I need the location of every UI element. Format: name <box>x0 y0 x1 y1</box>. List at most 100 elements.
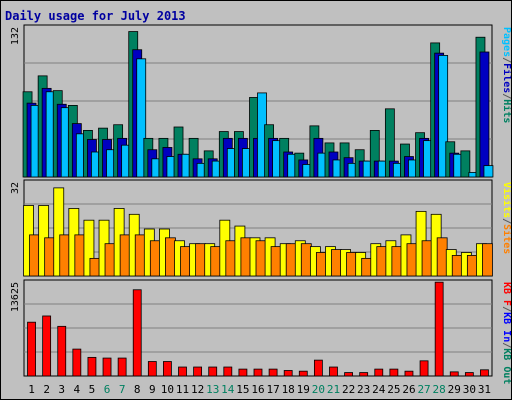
x-tick-label: 28 <box>433 383 446 396</box>
bar-kb-f-day-13 <box>208 366 218 377</box>
bar-sites-day-28 <box>436 237 448 277</box>
bar-sites-day-15 <box>240 237 252 277</box>
bar-kb-f-day-9 <box>147 361 157 377</box>
bar-kb-f-day-21 <box>329 366 338 377</box>
bar-kb-f-day-2 <box>42 315 52 377</box>
panel-mid: 32 Visits/Sites <box>10 179 512 277</box>
panel-mid-legend: Visits/Sites <box>501 182 511 254</box>
legend-entry: KB F <box>501 282 511 306</box>
bar-sites-day-23 <box>361 257 373 277</box>
x-tick-label: 10 <box>161 383 174 396</box>
legend-entry: / <box>501 93 511 99</box>
bar-kb-f-day-20 <box>313 359 323 377</box>
x-tick-label: 4 <box>74 383 81 396</box>
bar-sites-day-12 <box>195 243 207 277</box>
bar-kb-f-day-29 <box>449 371 459 377</box>
legend-entry: KB In <box>501 312 511 342</box>
bar-kb-f-day-4 <box>72 348 82 377</box>
bar-sites-day-18 <box>285 243 297 277</box>
x-tick-label: 5 <box>89 383 96 396</box>
x-tick-label: 23 <box>357 383 370 396</box>
bar-kb-f-day-15 <box>238 368 248 377</box>
x-tick-label: 27 <box>417 383 430 396</box>
x-tick-label: 16 <box>251 383 264 396</box>
panel-top: 132 Pages/Files/Hits <box>10 24 512 178</box>
x-tick-label: 3 <box>58 383 65 396</box>
panel-bot-ymax-label: 13625 <box>10 282 21 312</box>
bar-sites-day-6 <box>104 243 116 277</box>
x-tick-label: 9 <box>149 383 156 396</box>
legend-entry: / <box>501 218 511 224</box>
bar-sites-day-30 <box>466 255 478 277</box>
bar-kb-f-day-6 <box>102 357 112 377</box>
bar-sites-day-29 <box>451 255 463 277</box>
x-tick-label: 21 <box>327 383 340 396</box>
bar-kb-f-day-8 <box>132 289 142 377</box>
bar-sites-day-8 <box>134 234 146 277</box>
bar-sites-day-31 <box>482 243 493 277</box>
x-tick-label: 6 <box>104 383 111 396</box>
bar-kb-f-day-31 <box>480 369 489 377</box>
bar-sites-day-22 <box>346 252 357 277</box>
panel-top-ymax-label: 132 <box>10 27 21 45</box>
legend-entry: KB Out <box>501 348 511 384</box>
x-tick-label: 20 <box>312 383 325 396</box>
bar-visits-day-3 <box>53 187 65 277</box>
x-tick-label: 12 <box>191 383 204 396</box>
bar-sites-day-9 <box>149 240 161 277</box>
bar-kb-f-day-7 <box>117 357 127 377</box>
legend-entry: / <box>501 306 511 312</box>
bar-hits-day-30 <box>460 150 471 178</box>
x-tick-label: 30 <box>463 383 476 396</box>
bar-sites-day-1 <box>29 234 40 277</box>
bar-kb-f-day-14 <box>223 366 233 377</box>
bar-kb-f-day-27 <box>419 360 429 377</box>
panel-mid-ymax-label: 32 <box>10 182 21 194</box>
x-tick-label: 11 <box>176 383 189 396</box>
bar-kb-f-day-22 <box>344 372 353 377</box>
bar-kb-f-day-18 <box>283 370 293 377</box>
legend-entry: Visits <box>501 182 511 218</box>
bar-sites-day-24 <box>376 246 388 277</box>
bar-kb-f-day-28 <box>434 281 444 377</box>
x-tick-label: 15 <box>236 383 249 396</box>
bar-visits-day-5 <box>83 219 95 277</box>
x-tick-label: 24 <box>372 383 386 396</box>
legend-entry: / <box>501 342 511 348</box>
legend-entry: Pages <box>501 27 511 57</box>
bar-sites-day-25 <box>391 246 403 277</box>
bar-kb-f-day-19 <box>298 370 308 377</box>
bar-kb-f-day-25 <box>389 368 399 377</box>
x-tick-label: 18 <box>282 383 295 396</box>
bar-kb-f-day-17 <box>268 368 278 377</box>
bar-kb-f-day-23 <box>359 372 369 377</box>
bar-sites-day-7 <box>119 234 131 277</box>
bar-kb-f-day-1 <box>27 321 36 377</box>
bar-sites-day-5 <box>89 257 101 277</box>
x-tick-label: 2 <box>43 383 50 396</box>
bar-pages-day-28 <box>438 55 449 178</box>
bar-sites-day-2 <box>44 237 56 277</box>
bar-kb-f-day-5 <box>87 356 97 377</box>
bar-sites-day-27 <box>421 240 433 277</box>
x-tick-label: 25 <box>387 383 400 396</box>
bar-sites-day-20 <box>315 252 327 277</box>
x-tick-label: 8 <box>134 383 141 396</box>
legend-entry: Sites <box>501 224 511 254</box>
bar-sites-day-21 <box>331 249 342 277</box>
bar-sites-day-3 <box>59 234 71 277</box>
bar-sites-day-13 <box>210 246 222 277</box>
bar-kb-f-day-11 <box>178 366 187 377</box>
bar-kb-f-day-12 <box>193 366 203 377</box>
bar-kb-f-day-10 <box>163 361 172 377</box>
x-tick-label: 31 <box>478 383 491 396</box>
x-tick-label: 22 <box>342 383 355 396</box>
panel-top-legend: Pages/Files/Hits <box>501 27 511 123</box>
x-tick-label: 13 <box>206 383 219 396</box>
x-tick-label: 1 <box>28 383 35 396</box>
bar-files-day-31 <box>479 51 490 178</box>
bar-sites-day-14 <box>225 240 237 277</box>
x-tick-label: 19 <box>297 383 310 396</box>
x-tick-label: 26 <box>402 383 415 396</box>
